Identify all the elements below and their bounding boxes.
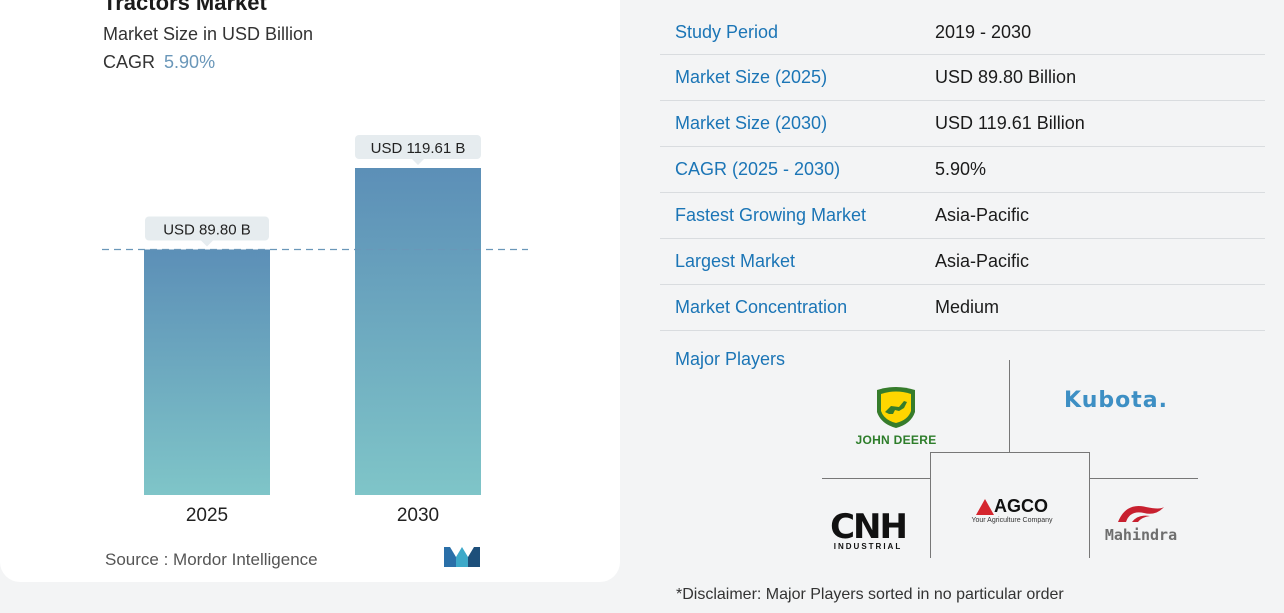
bar-chart: USD 89.80 B USD 119.61 B 2025 2030 xyxy=(102,135,528,526)
kubota-wordmark: Kubota. xyxy=(1064,388,1168,413)
kubota-logo: Kubota. xyxy=(1064,388,1167,413)
divider xyxy=(1090,478,1198,479)
divider xyxy=(930,452,1090,453)
major-players-grid: JOHN DEERE Kubota. CNH INDUSTRIAL AGCO Y… xyxy=(820,358,1200,563)
x-tick-label: 2030 xyxy=(397,505,439,526)
info-row-market-size-2025: Market Size (2025) USD 89.80 Billion xyxy=(660,55,1265,101)
john-deere-deer-icon xyxy=(877,387,915,428)
chart-title: Tractors Market xyxy=(103,0,267,15)
john-deere-wordmark: JOHN DEERE xyxy=(855,433,937,447)
major-players-title: Major Players xyxy=(675,349,786,369)
agco-tagline: Your Agriculture Company xyxy=(971,517,1053,524)
info-row-fastest-growing: Fastest Growing Market Asia-Pacific xyxy=(660,193,1265,239)
cagr-line: CAGR 5.90% xyxy=(103,52,215,73)
data-label-pointer xyxy=(412,159,424,165)
info-label: Largest Market xyxy=(675,251,796,271)
chart-card: USD 89.80 B USD 119.61 B 2025 2030 Tractors… xyxy=(0,0,620,582)
cnh-industrial-logo: CNH INDUSTRIAL xyxy=(826,507,910,551)
info-row-market-concentration: Market Concentration Medium xyxy=(660,285,1265,331)
info-value: Asia-Pacific xyxy=(935,251,1030,271)
info-label: Market Size (2025) xyxy=(675,67,828,87)
info-value: Medium xyxy=(935,297,1000,317)
info-label: CAGR (2025 - 2030) xyxy=(675,159,841,179)
info-value: 5.90% xyxy=(935,159,987,179)
data-label: USD 89.80 B xyxy=(163,221,251,238)
divider xyxy=(930,452,931,558)
bar-2030 xyxy=(355,168,481,495)
info-label: Study Period xyxy=(675,21,779,42)
info-value: USD 89.80 Billion xyxy=(935,67,1077,87)
info-value: Asia-Pacific xyxy=(935,205,1030,225)
divider xyxy=(1089,452,1090,558)
john-deere-logo: JOHN DEERE xyxy=(850,386,942,447)
info-row-largest-market: Largest Market Asia-Pacific xyxy=(660,239,1265,285)
source-text: Source : Mordor Intelligence xyxy=(105,550,318,569)
info-row-cagr: CAGR (2025 - 2030) 5.90% xyxy=(660,147,1265,193)
mahindra-logo: Mahindra xyxy=(1096,504,1186,544)
cagr-label: CAGR xyxy=(103,52,156,72)
agco-mark: AGCO xyxy=(976,496,1048,517)
market-info-table: Study Period 2019 - 2030 Market Size (20… xyxy=(660,10,1265,331)
data-label-pointer xyxy=(201,240,213,247)
data-label-bg xyxy=(145,216,269,241)
info-value: 2019 - 2030 xyxy=(935,21,1032,42)
data-label: USD 119.61 B xyxy=(371,140,466,157)
cagr-value: 5.90% xyxy=(164,52,216,72)
info-row-study-period: Study Period 2019 - 2030 xyxy=(660,10,1265,55)
info-label: Market Size (2030) xyxy=(675,113,828,133)
x-tick-label: 2025 xyxy=(186,505,228,526)
info-label: Market Concentration xyxy=(675,297,848,317)
bar-2025 xyxy=(144,249,270,495)
cnh-industrial-subtitle: INDUSTRIAL xyxy=(833,542,903,551)
agco-wordmark: AGCO xyxy=(994,496,1048,516)
divider xyxy=(822,478,930,479)
disclaimer-text: *Disclaimer: Major Players sorted in no … xyxy=(676,586,1064,603)
divider xyxy=(1009,360,1010,453)
chart-subtitle: Market Size in USD Billion xyxy=(103,24,314,44)
info-row-market-size-2030: Market Size (2030) USD 119.61 Billion xyxy=(660,101,1265,147)
mordor-intelligence-logo-icon xyxy=(444,547,480,567)
info-value: USD 119.61 Billion xyxy=(935,113,1085,133)
mahindra-swoosh-icon xyxy=(1118,506,1164,522)
info-label: Fastest Growing Market xyxy=(675,205,867,225)
agco-triangle-icon xyxy=(976,498,994,515)
data-label-bg xyxy=(355,135,481,159)
mahindra-wordmark: Mahindra xyxy=(1104,526,1178,544)
cnh-wordmark: CNH xyxy=(830,507,908,547)
agco-logo: AGCO Your Agriculture Company xyxy=(952,496,1072,524)
